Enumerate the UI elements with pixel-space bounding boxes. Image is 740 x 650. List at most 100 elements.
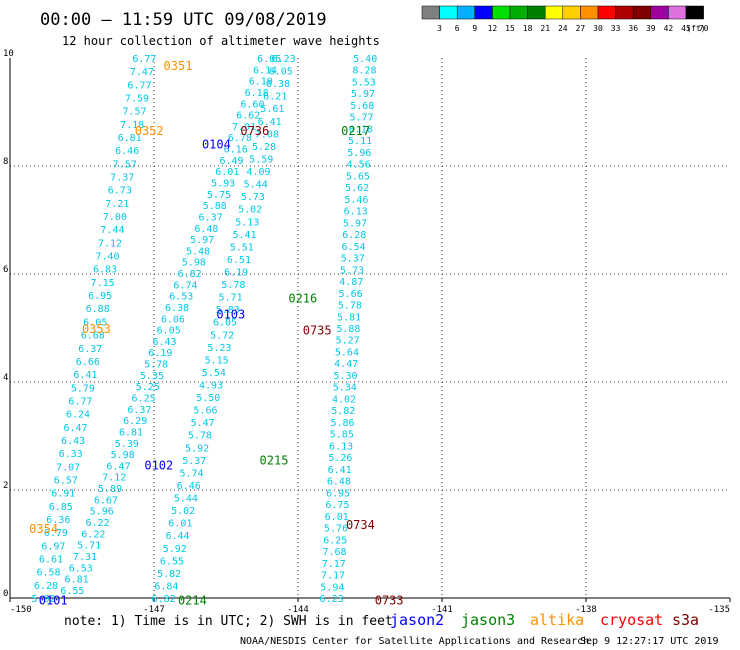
wave-height-point: 6.74 bbox=[173, 280, 197, 291]
wave-height-point: 5.13 bbox=[235, 217, 259, 228]
y-tick-label: 2 bbox=[3, 481, 8, 491]
wave-height-point: 5.37 bbox=[341, 254, 365, 265]
wave-height-point: 6.19 bbox=[148, 348, 172, 359]
scale-label: 70 bbox=[699, 24, 709, 33]
scale-label: 9 bbox=[472, 24, 477, 33]
wave-height-point: 5.93 bbox=[211, 178, 235, 189]
wave-height-point: 6.81 bbox=[118, 133, 142, 144]
x-axis-ticks: -150 -147 -144 -141 -138 -135 bbox=[9, 598, 731, 615]
wave-height-point: 4.09 bbox=[246, 167, 270, 178]
wave-height-tracks: 5.92 6.28 6.58 6.61 6.97 6.79 6.36 6.85 6.91 6.57… bbox=[32, 54, 378, 605]
wave-height-point: 7.07 bbox=[56, 462, 80, 473]
wave-height-point: 5.11 bbox=[348, 136, 372, 147]
wave-height-point: 5.48 bbox=[186, 246, 210, 257]
wave-height-point: 6.43 bbox=[61, 436, 85, 447]
wave-height-point: 5.96 bbox=[347, 148, 371, 159]
scale-label: 33 bbox=[611, 24, 621, 33]
chart-subtitle: 12 hour collection of altimeter wave hei… bbox=[62, 34, 380, 48]
scale-label: 24 bbox=[558, 24, 568, 33]
wave-height-point: 6.33 bbox=[59, 449, 83, 460]
wave-height-point: 6.48 bbox=[327, 477, 351, 488]
wave-height-point: 7.37 bbox=[110, 173, 134, 184]
satellite-legend-item: s3a bbox=[672, 611, 699, 629]
scale-swatch bbox=[527, 5, 546, 20]
wave-height-point: 5.88 bbox=[203, 201, 227, 212]
wave-height-point: 6.24 bbox=[66, 410, 90, 421]
scale-swatch bbox=[650, 5, 669, 20]
wave-height-point: 5.47 bbox=[191, 418, 215, 429]
wave-height-point: 6.38 bbox=[165, 303, 189, 314]
y-tick-label: 10 bbox=[3, 49, 14, 59]
wave-height-point: 6.55 bbox=[160, 556, 184, 567]
scale-unit: (ft) bbox=[686, 24, 705, 33]
wave-height-point: 6.05 bbox=[269, 67, 293, 78]
wave-height-point: 5.89 bbox=[98, 484, 122, 495]
wave-height-point: 5.96 bbox=[90, 507, 114, 518]
wave-height-point: 5.85 bbox=[330, 430, 354, 441]
wave-height-point: 4.56 bbox=[347, 160, 371, 171]
wave-height-point: 6.14 bbox=[253, 65, 277, 76]
footer-timestamp: Sep 9 12:27:17 UTC 2019 bbox=[580, 636, 718, 647]
chart-title: 00:00 – 11:59 UTC 09/08/2019 bbox=[40, 10, 327, 30]
scale-swatch bbox=[580, 5, 599, 20]
pass-label: 0103 bbox=[216, 308, 245, 322]
satellite-legend: jason2 jason3 altika cryosat s3a bbox=[390, 611, 699, 629]
wave-height-point: 6.05 bbox=[157, 326, 181, 337]
scale-swatch bbox=[509, 5, 528, 20]
wave-height-point: 5.73 bbox=[340, 265, 364, 276]
wave-height-point: 6.25 bbox=[132, 394, 156, 405]
wave-height-point: 6.46 bbox=[115, 146, 139, 157]
wave-height-point: 7.18 bbox=[120, 120, 144, 131]
wave-height-point: 5.81 bbox=[337, 312, 361, 323]
wave-height-point: 5.02 bbox=[171, 506, 195, 517]
wave-height-point: 6.77 bbox=[68, 396, 92, 407]
wave-height-point: 6.82 bbox=[152, 594, 176, 605]
wave-height-point: 5.44 bbox=[244, 180, 268, 191]
scale-swatch bbox=[562, 5, 581, 20]
wave-height-point: 5.59 bbox=[249, 154, 273, 165]
wave-height-point: 6.18 bbox=[245, 88, 269, 99]
wave-height-point: 6.37 bbox=[199, 212, 223, 223]
wave-height-point: 5.62 bbox=[345, 183, 369, 194]
wave-height-point: 5.98 bbox=[111, 450, 135, 461]
wave-height-point: 6.23 bbox=[272, 54, 296, 65]
track-D: 6.235.947.177.177.686.255.766.016.756.95… bbox=[320, 54, 378, 605]
wave-height-point: 6.88 bbox=[86, 304, 110, 315]
pass-label: 0101 bbox=[39, 594, 68, 608]
satellite-legend-item: jason3 bbox=[461, 611, 515, 629]
satellite-legend-item: altika bbox=[530, 611, 584, 629]
wave-height-point: 6.05 bbox=[213, 318, 237, 329]
wave-height-point: 5.39 bbox=[115, 439, 139, 450]
wave-height-point: 6.05 bbox=[83, 317, 107, 328]
scale-label: 18 bbox=[523, 24, 533, 33]
track-A: 5.92 6.28 6.58 6.61 6.97 6.79 6.36 6.85 6.91 6.57… bbox=[32, 54, 157, 605]
wave-height-point: 7.40 bbox=[95, 252, 119, 263]
wave-height-point: 5.78 bbox=[188, 431, 212, 442]
wave-height-point: 6.41 bbox=[328, 465, 352, 476]
wave-height-point: 4.87 bbox=[339, 277, 363, 288]
track-C: 6.826.845.826.555.926.446.015.025.446.46… bbox=[152, 54, 296, 605]
scale-swatch bbox=[439, 5, 458, 20]
pass-label: 0215 bbox=[260, 453, 289, 467]
wave-height-point: 6.41 bbox=[73, 370, 97, 381]
wave-height-point: 4.02 bbox=[332, 394, 356, 405]
wave-height-point: 6.29 bbox=[123, 416, 147, 427]
wave-height-point: 5.82 bbox=[157, 569, 181, 580]
wave-height-point: 5.97 bbox=[343, 218, 367, 229]
wave-height-point: 6.54 bbox=[341, 242, 365, 253]
wave-height-point: 6.85 bbox=[49, 502, 73, 513]
scale-swatch bbox=[456, 5, 476, 20]
wave-height-point: 6.49 bbox=[219, 156, 243, 167]
wave-height-point: 5.44 bbox=[174, 494, 198, 505]
wave-height-point: 5.92 bbox=[185, 443, 209, 454]
wave-height-point: 5.66 bbox=[339, 289, 363, 300]
wave-height-point: 5.78 bbox=[338, 301, 362, 312]
wave-height-point: 5.78 bbox=[144, 360, 168, 371]
plot-axes bbox=[9, 58, 730, 599]
wave-height-point: 6.47 bbox=[64, 423, 88, 434]
wave-height-point: 7.31 bbox=[73, 552, 97, 563]
color-scale-legend: 3 6 9 12 15 18 21 24 27 30 33 36 39 42 45 70(ft) bbox=[421, 5, 709, 33]
scale-label: 15 bbox=[505, 24, 515, 33]
wave-height-point: 6.41 bbox=[258, 117, 282, 128]
wave-height-point: 6.60 bbox=[240, 99, 264, 110]
